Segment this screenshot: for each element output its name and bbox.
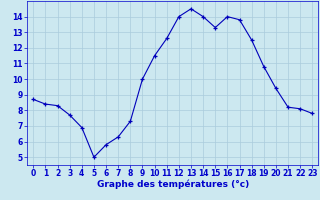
X-axis label: Graphe des températures (°c): Graphe des températures (°c) <box>97 180 249 189</box>
